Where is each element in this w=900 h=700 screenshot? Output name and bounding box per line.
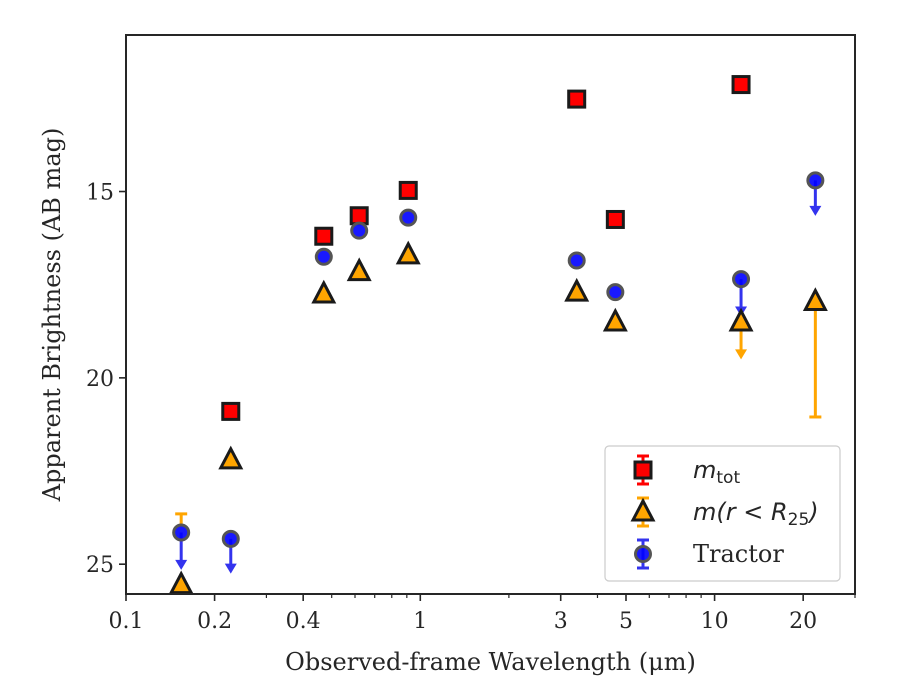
- x-tick-label: 1: [413, 609, 427, 634]
- legend-marker-square: [633, 460, 653, 480]
- legend-box: [604, 445, 841, 582]
- point-circle: [606, 283, 625, 302]
- point-triangle: [218, 445, 244, 470]
- x-tick-label: 5: [619, 609, 633, 634]
- point-square: [398, 180, 418, 200]
- x-tick-label: 20: [789, 609, 817, 634]
- point-circle: [732, 270, 751, 289]
- point-circle: [806, 171, 825, 190]
- x-tick-label: 10: [701, 609, 729, 634]
- point-triangle: [168, 570, 194, 595]
- point-triangle: [802, 287, 828, 311]
- point-circle: [221, 529, 240, 548]
- point-circle: [172, 523, 191, 542]
- legend-label: Tractor: [693, 540, 784, 568]
- axis-ticks: 0.1 0.2 0.4 1 3 5 10 20 15 20 25: [86, 181, 856, 634]
- upper-limit-arrow-head: [735, 349, 748, 360]
- point-square: [221, 401, 241, 421]
- y-axis-label: Apparent Brightness (AB mag): [38, 128, 66, 503]
- point-triangle: [395, 240, 421, 265]
- markers: [168, 75, 828, 595]
- upper-limit-arrow-head: [224, 563, 237, 574]
- upper-limit-arrow-head: [175, 559, 188, 570]
- legend: mtot m(r < R25) Tractor: [604, 445, 841, 582]
- x-tick-label: 0.2: [197, 609, 232, 634]
- point-circle: [399, 208, 418, 227]
- point-triangle: [728, 307, 754, 332]
- x-tick-label: 0.4: [286, 609, 321, 634]
- point-square: [349, 206, 369, 226]
- upper-limit-arrow-head: [809, 205, 822, 216]
- point-square: [567, 89, 587, 109]
- legend-label: m(r < R25): [693, 498, 819, 530]
- point-triangle: [602, 307, 628, 332]
- point-circle: [350, 221, 369, 240]
- plot-frame: [125, 34, 856, 595]
- point-triangle: [311, 279, 337, 304]
- point-triangle: [564, 277, 590, 302]
- point-circle: [567, 251, 586, 270]
- point-square: [731, 75, 751, 95]
- x-axis-label: Observed-frame Wavelength (μm): [285, 648, 696, 676]
- legend-marker-circle: [634, 545, 652, 563]
- x-tick-label: 0.1: [109, 609, 144, 634]
- y-tick-label: 20: [86, 367, 114, 392]
- point-square: [605, 209, 625, 229]
- legend-label: mtot: [693, 456, 740, 488]
- legend-marker-triangle: [630, 497, 656, 522]
- y-tick-label: 25: [86, 553, 114, 578]
- y-tick-label: 15: [86, 181, 114, 206]
- point-square: [314, 226, 334, 246]
- x-tick-label: 3: [554, 609, 568, 634]
- point-circle: [314, 247, 333, 266]
- point-triangle: [346, 257, 372, 282]
